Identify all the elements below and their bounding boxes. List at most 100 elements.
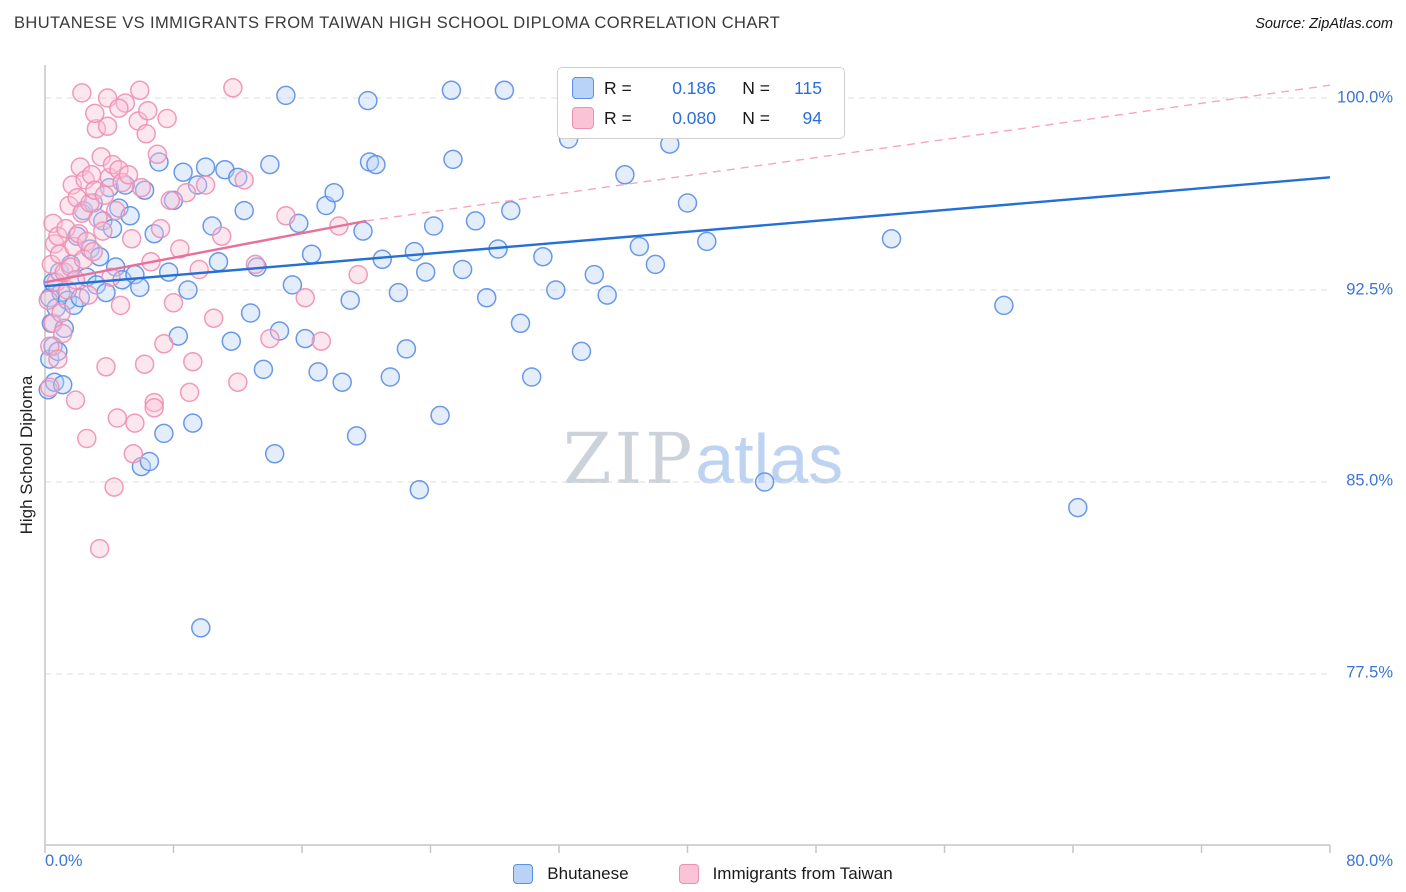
- point-bhutanese[interactable]: [396, 339, 417, 359]
- point-immigrants-from-taiwan[interactable]: [163, 293, 184, 313]
- point-bhutanese[interactable]: [533, 246, 553, 267]
- point-bhutanese[interactable]: [353, 221, 373, 241]
- point-bhutanese[interactable]: [510, 313, 531, 334]
- point-bhutanese[interactable]: [276, 85, 296, 106]
- point-immigrants-from-taiwan[interactable]: [68, 223, 89, 244]
- point-bhutanese[interactable]: [234, 200, 254, 221]
- point-bhutanese[interactable]: [144, 223, 164, 244]
- point-immigrants-from-taiwan[interactable]: [65, 390, 86, 410]
- point-bhutanese[interactable]: [494, 80, 515, 101]
- point-immigrants-from-taiwan[interactable]: [123, 444, 144, 464]
- point-bhutanese[interactable]: [476, 287, 497, 308]
- point-immigrants-from-taiwan[interactable]: [115, 93, 136, 113]
- point-immigrants-from-taiwan[interactable]: [83, 241, 103, 262]
- point-immigrants-from-taiwan[interactable]: [77, 428, 97, 449]
- point-bhutanese[interactable]: [388, 282, 409, 303]
- point-immigrants-from-taiwan[interactable]: [138, 101, 158, 121]
- point-bhutanese[interactable]: [346, 426, 367, 446]
- point-immigrants-from-taiwan[interactable]: [43, 313, 63, 334]
- point-immigrants-from-taiwan[interactable]: [85, 103, 105, 124]
- point-bhutanese[interactable]: [546, 280, 566, 300]
- point-bhutanese[interactable]: [366, 154, 386, 175]
- point-bhutanese[interactable]: [301, 244, 322, 264]
- point-bhutanese[interactable]: [994, 295, 1014, 316]
- point-immigrants-from-taiwan[interactable]: [52, 323, 73, 344]
- point-bhutanese[interactable]: [584, 264, 605, 285]
- point-bhutanese[interactable]: [697, 231, 717, 252]
- point-bhutanese[interactable]: [443, 149, 463, 170]
- point-bhutanese[interactable]: [615, 165, 635, 185]
- point-bhutanese[interactable]: [120, 206, 140, 226]
- point-immigrants-from-taiwan[interactable]: [94, 185, 115, 206]
- point-bhutanese[interactable]: [501, 200, 521, 221]
- point-immigrants-from-taiwan[interactable]: [85, 180, 105, 200]
- point-immigrants-from-taiwan[interactable]: [65, 270, 86, 290]
- point-bhutanese[interactable]: [423, 216, 444, 236]
- point-immigrants-from-taiwan[interactable]: [170, 239, 190, 259]
- point-bhutanese[interactable]: [154, 423, 174, 444]
- point-bhutanese[interactable]: [521, 367, 542, 387]
- point-immigrants-from-taiwan[interactable]: [72, 83, 92, 103]
- point-bhutanese[interactable]: [465, 211, 486, 231]
- point-immigrants-from-taiwan[interactable]: [104, 477, 124, 497]
- point-immigrants-from-taiwan[interactable]: [48, 226, 68, 246]
- point-bhutanese[interactable]: [264, 444, 285, 464]
- point-bhutanese[interactable]: [308, 362, 328, 382]
- point-immigrants-from-taiwan[interactable]: [97, 116, 118, 136]
- point-bhutanese[interactable]: [340, 290, 360, 310]
- point-bhutanese[interactable]: [109, 198, 129, 218]
- point-bhutanese[interactable]: [195, 157, 216, 177]
- point-bhutanese[interactable]: [629, 236, 650, 257]
- point-immigrants-from-taiwan[interactable]: [134, 354, 155, 374]
- point-immigrants-from-taiwan[interactable]: [121, 229, 142, 249]
- point-immigrants-from-taiwan[interactable]: [110, 295, 131, 316]
- point-immigrants-from-taiwan[interactable]: [223, 78, 243, 98]
- point-immigrants-from-taiwan[interactable]: [125, 413, 145, 433]
- point-immigrants-from-taiwan[interactable]: [276, 206, 296, 226]
- point-immigrants-from-taiwan[interactable]: [118, 165, 139, 185]
- point-immigrants-from-taiwan[interactable]: [89, 538, 110, 559]
- point-immigrants-from-taiwan[interactable]: [78, 285, 99, 305]
- point-immigrants-from-taiwan[interactable]: [150, 218, 171, 239]
- point-bhutanese[interactable]: [754, 472, 775, 492]
- point-bhutanese[interactable]: [187, 175, 208, 195]
- point-immigrants-from-taiwan[interactable]: [144, 392, 164, 413]
- point-bhutanese[interactable]: [881, 229, 902, 249]
- point-bhutanese[interactable]: [380, 367, 401, 387]
- point-immigrants-from-taiwan[interactable]: [105, 200, 126, 221]
- point-immigrants-from-taiwan[interactable]: [157, 108, 177, 129]
- point-bhutanese[interactable]: [130, 277, 150, 298]
- point-bhutanese[interactable]: [677, 193, 698, 213]
- point-bhutanese[interactable]: [158, 262, 179, 282]
- point-bhutanese[interactable]: [404, 241, 425, 262]
- point-bhutanese[interactable]: [191, 618, 211, 638]
- point-immigrants-from-taiwan[interactable]: [112, 172, 132, 193]
- point-bhutanese[interactable]: [415, 262, 436, 282]
- point-immigrants-from-taiwan[interactable]: [211, 226, 232, 246]
- point-bhutanese[interactable]: [89, 246, 110, 267]
- point-immigrants-from-taiwan[interactable]: [38, 290, 58, 310]
- point-bhutanese[interactable]: [597, 285, 617, 305]
- point-bhutanese[interactable]: [240, 303, 261, 323]
- point-bhutanese[interactable]: [441, 80, 462, 101]
- point-bhutanese[interactable]: [430, 405, 450, 426]
- point-immigrants-from-taiwan[interactable]: [348, 264, 368, 285]
- point-immigrants-from-taiwan[interactable]: [131, 177, 152, 198]
- point-immigrants-from-taiwan[interactable]: [183, 351, 203, 372]
- point-bhutanese[interactable]: [324, 182, 344, 203]
- point-immigrants-from-taiwan[interactable]: [77, 231, 97, 252]
- point-immigrants-from-taiwan[interactable]: [176, 182, 197, 203]
- point-bhutanese[interactable]: [332, 372, 352, 392]
- point-bhutanese[interactable]: [173, 162, 193, 182]
- point-bhutanese[interactable]: [409, 479, 430, 500]
- point-bhutanese[interactable]: [571, 341, 592, 362]
- point-immigrants-from-taiwan[interactable]: [189, 259, 209, 280]
- point-immigrants-from-taiwan[interactable]: [160, 190, 181, 211]
- point-immigrants-from-taiwan[interactable]: [203, 308, 224, 328]
- point-immigrants-from-taiwan[interactable]: [260, 328, 280, 349]
- point-immigrants-from-taiwan[interactable]: [179, 382, 200, 403]
- point-immigrants-from-taiwan[interactable]: [96, 357, 116, 377]
- point-bhutanese[interactable]: [253, 359, 274, 380]
- point-immigrants-from-taiwan[interactable]: [109, 98, 129, 118]
- point-immigrants-from-taiwan[interactable]: [228, 372, 248, 392]
